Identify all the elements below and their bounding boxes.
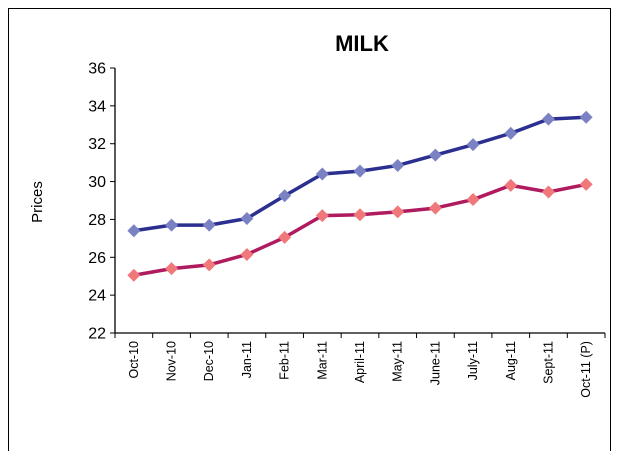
x-tick-label: Jan-11 — [240, 341, 254, 378]
series-1-point — [315, 167, 329, 181]
x-tick-label: Mar-11 — [315, 341, 329, 380]
series-2-point — [202, 258, 216, 272]
y-tick-label: 36 — [88, 61, 106, 78]
series-2-line — [133, 182, 587, 277]
series-2-point — [428, 201, 442, 215]
x-tick-label: Aug-11 — [504, 341, 518, 380]
series-1-point — [428, 148, 442, 162]
series-2-point — [278, 230, 292, 244]
series-1-point — [165, 218, 179, 232]
x-tick-label: Dec-10 — [202, 341, 216, 381]
series-1-point — [466, 138, 480, 152]
y-tick-labels: 22 24 26 28 30 32 34 36 — [88, 61, 106, 343]
y-tick-label: 32 — [88, 136, 106, 153]
series-2-point — [315, 209, 329, 223]
series-1-point — [579, 110, 593, 124]
y-tick-label: 22 — [88, 326, 106, 343]
series-2-point — [127, 268, 141, 282]
x-tick-label: Nov-10 — [165, 341, 179, 381]
x-tick-label: June-11 — [428, 341, 442, 385]
series-2-point — [504, 178, 518, 192]
series-1-point — [278, 189, 292, 203]
x-tick-label: Oct-11 (P) — [579, 341, 593, 398]
series-1-point — [353, 164, 367, 178]
series-lines — [133, 115, 587, 277]
series-1-point — [202, 218, 216, 232]
y-tick-label: 28 — [88, 212, 106, 229]
x-tick-labels: Oct-10 Nov-10 Dec-10 Jan-11 Feb-11 Mar-11 Apri… — [127, 341, 593, 398]
x-tick-label: April-11 — [353, 341, 367, 383]
series-2-point — [541, 185, 555, 199]
x-tick-label: May-11 — [391, 341, 405, 382]
x-tick-label: Oct-10 — [127, 341, 141, 379]
chart-frame — [8, 8, 611, 451]
series-2-point — [391, 205, 405, 219]
x-tick-label: Sept-11 — [541, 341, 555, 384]
series-1-point — [240, 211, 254, 225]
x-tick-label: Feb-11 — [278, 341, 292, 380]
y-tick-label: 26 — [88, 250, 106, 267]
series-2-point — [165, 262, 179, 276]
chart-title: MILK — [335, 31, 389, 56]
series-1-point — [504, 126, 518, 140]
y-tick-label: 30 — [88, 174, 106, 191]
series-2-point — [353, 208, 367, 222]
y-tick-label: 34 — [88, 98, 106, 115]
series-2-point — [579, 177, 593, 191]
y-tick-label: 24 — [88, 288, 106, 305]
x-tick-label: July-11 — [466, 341, 480, 380]
series-1-point — [391, 158, 405, 172]
y-axis-label: Prices — [29, 181, 46, 223]
axes — [110, 67, 606, 338]
series-2-point — [240, 247, 254, 261]
series-2-point — [466, 193, 480, 207]
series-markers — [127, 110, 593, 282]
series-1-point — [127, 224, 141, 238]
series-1-point — [541, 112, 555, 126]
